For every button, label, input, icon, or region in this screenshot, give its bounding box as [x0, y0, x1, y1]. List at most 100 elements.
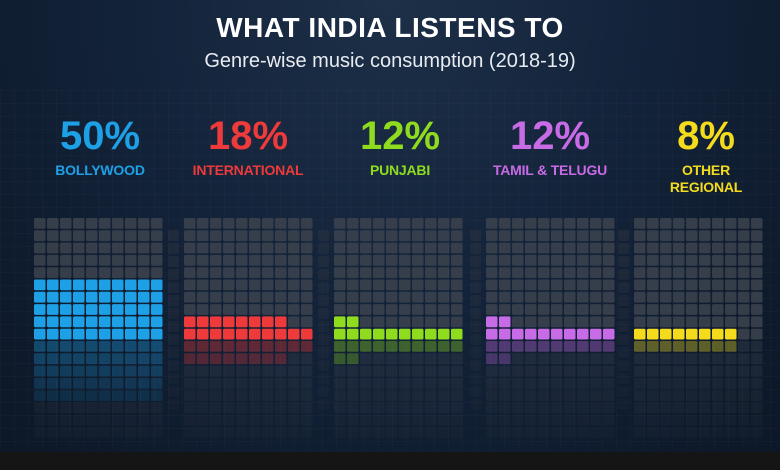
- waffle-cell: [634, 267, 646, 278]
- waffle-cell: [223, 316, 235, 328]
- waffle-cell: [725, 254, 737, 266]
- waffle-cell: [425, 316, 437, 328]
- waffle-cell: [223, 402, 235, 414]
- waffle-cell: [112, 242, 124, 254]
- divider-cell: [618, 334, 629, 345]
- waffle-cell: [738, 341, 750, 352]
- waffle-cell: [112, 304, 124, 315]
- waffle-cell: [673, 427, 685, 438]
- waffle-cell: [347, 377, 359, 389]
- waffle-cell: [603, 218, 615, 229]
- waffle-cell: [699, 304, 711, 315]
- waffle-cell: [699, 353, 711, 365]
- waffle-cell: [275, 304, 287, 315]
- waffle-cell: [686, 267, 698, 278]
- waffle-cell: [386, 390, 398, 401]
- waffle-cell: [99, 242, 111, 254]
- waffle-cell: [34, 254, 46, 266]
- waffle-cell: [538, 414, 550, 426]
- waffle-cell: [60, 230, 72, 242]
- waffle-cell: [60, 328, 72, 340]
- waffle-cell: [673, 341, 685, 352]
- waffle-cell: [236, 291, 248, 303]
- waffle-cell: [60, 341, 72, 352]
- waffle-cell: [60, 390, 72, 401]
- waffle-cell: [512, 291, 524, 303]
- waffle-cell: [249, 377, 261, 389]
- waffle-cell: [577, 390, 589, 401]
- waffle-cell: [236, 427, 248, 438]
- waffle-cell: [34, 230, 46, 242]
- waffle-cell: [236, 267, 248, 278]
- waffle-cell: [73, 242, 85, 254]
- divider-cell: [470, 243, 481, 254]
- waffle-cell: [151, 218, 163, 229]
- waffle-cell: [425, 291, 437, 303]
- pct-tamil-telugu: 12%: [509, 114, 591, 158]
- waffle-cell: [236, 402, 248, 414]
- waffle-cell: [738, 304, 750, 315]
- waffle-cell: [634, 390, 646, 401]
- waffle-cell: [590, 279, 602, 291]
- divider-cell: [470, 347, 481, 358]
- waffle-cell: [197, 402, 209, 414]
- divider-cell: [318, 334, 329, 345]
- waffle-cell: [525, 365, 537, 377]
- divider-cell: [318, 308, 329, 319]
- waffle-cell: [262, 377, 274, 389]
- waffle-cell: [34, 328, 46, 340]
- waffle-cell: [262, 341, 274, 352]
- waffle-cell: [138, 402, 150, 414]
- waffle-cell: [223, 353, 235, 365]
- waffle-cell: [577, 218, 589, 229]
- waffle-cell: [138, 353, 150, 365]
- waffle-cell: [590, 304, 602, 315]
- waffle-cell: [634, 218, 646, 229]
- waffle-cell: [112, 218, 124, 229]
- waffle-cell: [347, 328, 359, 340]
- waffle-cell: [34, 242, 46, 254]
- waffle-cell: [564, 218, 576, 229]
- waffle-cell: [564, 279, 576, 291]
- waffle-cell: [725, 377, 737, 389]
- waffle-cell: [725, 390, 737, 401]
- waffle-cell: [590, 377, 602, 389]
- waffle-cell: [34, 402, 46, 414]
- waffle-cell: [451, 279, 463, 291]
- waffle-cell: [438, 390, 450, 401]
- waffle-cell: [184, 279, 196, 291]
- waffle-cell: [99, 402, 111, 414]
- waffle-cell: [275, 218, 287, 229]
- waffle-cell: [288, 377, 300, 389]
- waffle-cell: [590, 218, 602, 229]
- waffle-cell: [412, 328, 424, 340]
- waffle-cell: [660, 304, 672, 315]
- waffle-cell: [647, 377, 659, 389]
- waffle-cell: [660, 230, 672, 242]
- waffle-cell: [577, 365, 589, 377]
- waffle-cell: [223, 414, 235, 426]
- waffle-cell: [197, 427, 209, 438]
- waffle-cell: [275, 316, 287, 328]
- divider-cell: [318, 230, 329, 241]
- waffle-cell: [347, 341, 359, 352]
- waffle-cell: [73, 267, 85, 278]
- waffle-cell: [34, 377, 46, 389]
- waffle-cell: [673, 390, 685, 401]
- waffle-cell: [486, 230, 498, 242]
- waffle-cell: [334, 377, 346, 389]
- waffle-cell: [712, 230, 724, 242]
- waffle-cell: [399, 353, 411, 365]
- waffle-cell: [647, 254, 659, 266]
- waffle-cell: [138, 341, 150, 352]
- waffle-cell: [112, 291, 124, 303]
- waffle-cell: [151, 390, 163, 401]
- waffle-cell: [486, 279, 498, 291]
- waffle-cell: [288, 316, 300, 328]
- waffle-cell: [112, 427, 124, 438]
- waffle-cell: [301, 414, 313, 426]
- waffle-cell: [288, 242, 300, 254]
- waffle-cell: [438, 316, 450, 328]
- waffle-cell: [386, 316, 398, 328]
- waffle-cell: [249, 242, 261, 254]
